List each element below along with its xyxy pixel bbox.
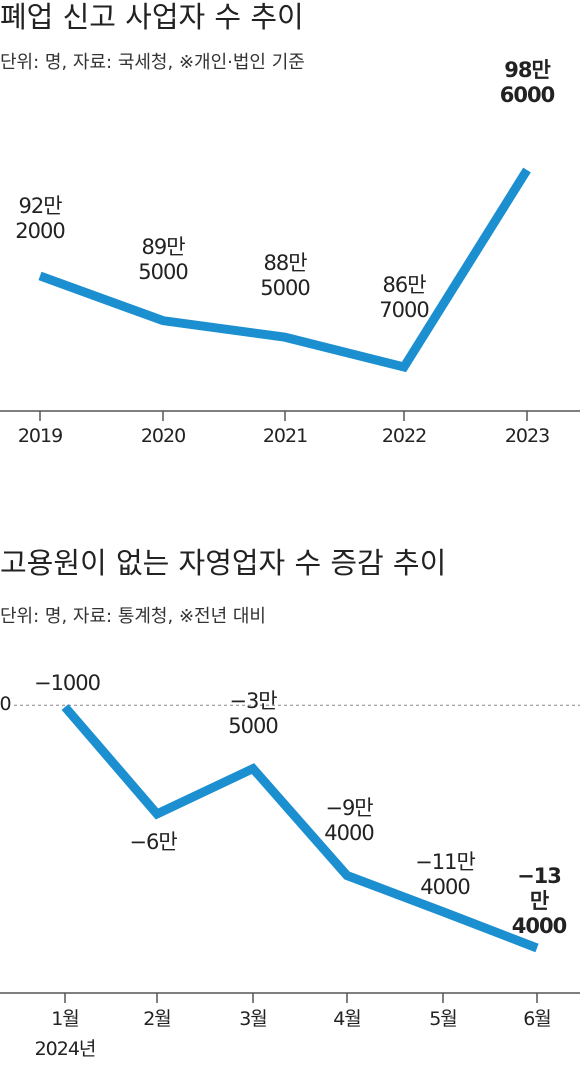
value-label: −11만 4000 <box>415 849 476 899</box>
x-tick-label: 4월 <box>333 1008 362 1030</box>
value-label: 86만 7000 <box>379 273 429 323</box>
x-tick-label: 2021 <box>262 425 308 447</box>
x-tick-label: 3월 <box>239 1008 268 1030</box>
x-tick-label: 2023 <box>504 425 550 447</box>
chart-subtitle: 단위: 명, 자료: 국세청, ※개인·법인 기준 <box>0 52 305 73</box>
x-tick-label: 2월 <box>143 1008 172 1030</box>
x-tick-label: 6월 <box>523 1008 552 1030</box>
value-label: −9만 4000 <box>324 795 374 845</box>
x-tick-label: 2020 <box>140 425 186 447</box>
x-tick-label: 1월 <box>51 1008 80 1030</box>
chart-title: 고용원이 없는 자영업자 수 증감 추이 <box>0 546 447 580</box>
x-tick-label: 2022 <box>381 425 427 447</box>
value-label: −3만 5000 <box>228 688 278 738</box>
x-tick-label: 5월 <box>429 1008 458 1030</box>
value-label: −6만 <box>129 829 177 854</box>
y-tick-label: 0 <box>0 693 12 716</box>
value-label: −13만 4000 <box>511 864 567 939</box>
x-tick-label: 2019 <box>17 425 63 447</box>
value-label: 92만 2000 <box>15 193 65 244</box>
chart-title: 폐업 신고 사업자 수 추이 <box>0 0 304 34</box>
line <box>61 704 539 953</box>
x-note: 2024년 <box>34 1038 97 1060</box>
line <box>38 167 531 373</box>
value-label: 89만 5000 <box>138 234 188 284</box>
chart-subtitle: 단위: 명, 자료: 통계청, ※전년 대비 <box>0 606 266 627</box>
value-label: 98만 6000 <box>499 58 555 108</box>
value-label: 88만 5000 <box>260 251 310 301</box>
value-label: −1000 <box>33 671 101 695</box>
